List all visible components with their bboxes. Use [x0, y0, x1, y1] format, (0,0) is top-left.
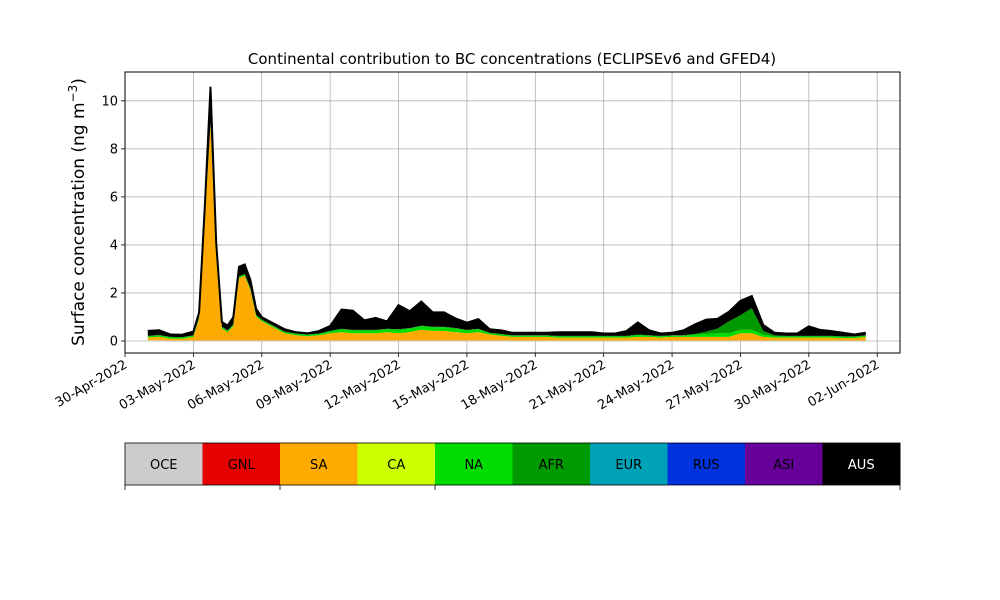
region-colorbar: OCE GNL SA CA NA AFR EUR RUS ASI AUS — [124, 442, 901, 490]
y-tick-label: 10 — [101, 94, 118, 109]
y-tick-label: 4 — [110, 238, 118, 253]
x-tick-label: 24-May-2022 — [595, 357, 677, 413]
colorbar-swatch-rus — [667, 443, 746, 485]
colorbar-swatch-sa — [280, 443, 358, 485]
x-tick-label: 18-May-2022 — [459, 357, 541, 413]
x-tick-label: 21-May-2022 — [527, 357, 609, 413]
colorbar-label-oce: OCE — [150, 458, 178, 473]
x-tick-label: 12-May-2022 — [322, 357, 404, 413]
x-tick-label: 02-Jun-2022 — [805, 357, 882, 410]
x-tick-label: 09-May-2022 — [253, 357, 335, 413]
x-tick-label: 27-May-2022 — [664, 357, 746, 413]
total-outline — [147, 86, 866, 336]
y-tick-label: 8 — [110, 142, 118, 157]
colorbar-frame — [124, 442, 901, 486]
x-tick-label: 15-May-2022 — [390, 357, 472, 413]
y-axis-label-exponent: −3 — [66, 85, 80, 103]
colorbar-label-asi: ASI — [773, 458, 794, 473]
plot-frame — [124, 71, 901, 354]
axes: 30-Apr-202203-May-202206-May-202209-May-… — [53, 71, 901, 413]
y-axis-label-main: Surface concentration (ng m — [69, 102, 89, 345]
colorbar-swatch-gnl — [202, 443, 281, 485]
area-aus — [147, 86, 866, 338]
x-tick-label: 30-May-2022 — [732, 357, 814, 413]
y-tick-label: 2 — [110, 286, 118, 301]
colorbar-swatch-afr — [512, 443, 591, 485]
y-tick-label: 0 — [110, 334, 118, 349]
stacked-areas — [147, 86, 866, 341]
chart-title: Continental contribution to BC concentra… — [248, 50, 776, 68]
colorbar-label-ca: CA — [387, 458, 405, 473]
colorbar-swatch-ca — [357, 443, 436, 485]
area-sa — [147, 124, 866, 341]
y-tick-label: 6 — [110, 190, 118, 205]
x-tick-label: 03-May-2022 — [117, 357, 199, 413]
colorbar-label-rus: RUS — [693, 458, 720, 473]
colorbar-swatch-asi — [745, 443, 823, 485]
y-axis-label-close: ) — [69, 78, 89, 85]
colorbar-label-gnl: GNL — [228, 458, 256, 473]
colorbar-label-na: NA — [464, 458, 483, 473]
colorbar-swatch-oce — [125, 443, 203, 485]
colorbar-label-aus: AUS — [848, 458, 875, 473]
colorbar-swatch-na — [435, 443, 513, 485]
area-oce — [147, 340, 866, 341]
x-tick-label: 06-May-2022 — [185, 357, 267, 413]
colorbar-swatch-aus — [822, 443, 901, 485]
colorbar-label-afr: AFR — [539, 458, 564, 473]
colorbar-label-eur: EUR — [615, 458, 642, 473]
y-axis-label: Surface concentration (ng m−3) — [66, 78, 89, 346]
colorbar-label-sa: SA — [310, 458, 327, 473]
colorbar-swatch-eur — [590, 443, 668, 485]
